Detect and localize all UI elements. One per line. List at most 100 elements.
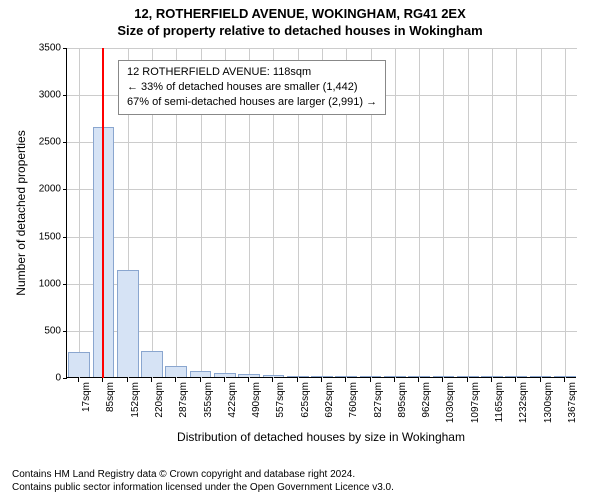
info-box-line: 67% of semi-detached houses are larger (… — [127, 95, 377, 110]
xtick-mark — [540, 378, 541, 382]
xtick-label: 422sqm — [227, 382, 238, 418]
xtick-label: 1097sqm — [470, 382, 481, 423]
xtick-label: 220sqm — [154, 382, 165, 418]
xtick-mark — [491, 378, 492, 382]
histogram-bar — [554, 376, 576, 377]
xtick-mark — [442, 378, 443, 382]
ytick-mark — [63, 95, 67, 96]
xtick-label: 17sqm — [81, 382, 92, 412]
histogram-bar — [68, 352, 90, 377]
ytick-label: 1500 — [39, 231, 61, 242]
histogram-bar — [263, 375, 285, 377]
gridline-vertical — [516, 48, 517, 378]
histogram-bar — [117, 270, 139, 377]
xtick-label: 355sqm — [203, 382, 214, 418]
xtick-mark — [248, 378, 249, 382]
xtick-label: 1232sqm — [518, 382, 529, 423]
histogram-bar — [141, 351, 163, 377]
histogram-bar — [433, 376, 455, 377]
gridline-vertical — [419, 48, 420, 378]
histogram-bar — [165, 366, 187, 377]
xtick-mark — [394, 378, 395, 382]
xtick-label: 692sqm — [324, 382, 335, 418]
info-box: 12 ROTHERFIELD AVENUE: 118sqm ← 33% of d… — [118, 60, 386, 115]
gridline-vertical — [492, 48, 493, 378]
ytick-mark — [63, 48, 67, 49]
x-axis-label: Distribution of detached houses by size … — [66, 430, 576, 444]
xtick-mark — [78, 378, 79, 382]
xtick-mark — [467, 378, 468, 382]
histogram-bar — [238, 374, 260, 377]
xtick-label: 490sqm — [251, 382, 262, 418]
footer-line: Contains HM Land Registry data © Crown c… — [12, 468, 394, 481]
xtick-mark — [297, 378, 298, 382]
ytick-label: 3500 — [39, 43, 61, 54]
xtick-label: 1165sqm — [494, 382, 505, 422]
ytick-label: 0 — [55, 373, 61, 384]
histogram-bar — [190, 371, 212, 377]
xtick-label: 1300sqm — [543, 382, 554, 423]
xtick-label: 152sqm — [130, 382, 141, 418]
property-marker-line — [102, 48, 104, 378]
xtick-label: 287sqm — [178, 382, 189, 418]
info-box-line: ← 33% of detached houses are smaller (1,… — [127, 80, 377, 95]
xtick-mark — [564, 378, 565, 382]
histogram-bar — [530, 376, 552, 377]
ytick-mark — [63, 284, 67, 285]
xtick-label: 1030sqm — [445, 382, 456, 423]
ytick-label: 1000 — [39, 278, 61, 289]
xtick-label: 827sqm — [373, 382, 384, 418]
histogram-bar — [360, 376, 382, 377]
histogram-bar — [384, 376, 406, 377]
xtick-mark — [175, 378, 176, 382]
xtick-mark — [370, 378, 371, 382]
xtick-mark — [200, 378, 201, 382]
gridline-vertical — [443, 48, 444, 378]
ytick-mark — [63, 237, 67, 238]
xtick-label: 1367sqm — [567, 382, 578, 423]
ytick-label: 2500 — [39, 137, 61, 148]
chart-area: 0500100015002000250030003500 Number of d… — [66, 48, 576, 414]
xtick-mark — [127, 378, 128, 382]
histogram-bar — [311, 376, 333, 377]
xtick-mark — [272, 378, 273, 382]
footer-attribution: Contains HM Land Registry data © Crown c… — [12, 468, 394, 494]
xtick-mark — [224, 378, 225, 382]
ytick-mark — [63, 331, 67, 332]
info-box-line: 12 ROTHERFIELD AVENUE: 118sqm — [127, 65, 377, 80]
xtick-mark — [515, 378, 516, 382]
xtick-label: 895sqm — [397, 382, 408, 418]
ytick-mark — [63, 378, 67, 379]
xtick-label: 85sqm — [105, 382, 116, 412]
xtick-mark — [321, 378, 322, 382]
xtick-label: 760sqm — [348, 382, 359, 418]
footer-line: Contains public sector information licen… — [12, 481, 394, 494]
histogram-bar — [481, 376, 503, 377]
histogram-bar — [408, 376, 430, 377]
gridline-vertical — [541, 48, 542, 378]
histogram-bar — [214, 373, 236, 377]
chart-title-main: 12, ROTHERFIELD AVENUE, WOKINGHAM, RG41 … — [0, 0, 600, 21]
xtick-mark — [345, 378, 346, 382]
ytick-label: 2000 — [39, 184, 61, 195]
ytick-mark — [63, 189, 67, 190]
xtick-label: 962sqm — [421, 382, 432, 418]
histogram-bar — [335, 376, 357, 377]
xtick-mark — [151, 378, 152, 382]
gridline-vertical — [395, 48, 396, 378]
gridline-vertical — [565, 48, 566, 378]
chart-title-sub: Size of property relative to detached ho… — [0, 21, 600, 42]
ytick-label: 3000 — [39, 90, 61, 101]
y-axis-label: Number of detached properties — [14, 130, 28, 295]
xtick-mark — [418, 378, 419, 382]
gridline-vertical — [79, 48, 80, 378]
ytick-label: 500 — [44, 325, 61, 336]
xtick-label: 557sqm — [275, 382, 286, 418]
xtick-mark — [102, 378, 103, 382]
histogram-bar — [457, 376, 479, 377]
gridline-vertical — [468, 48, 469, 378]
xtick-label: 625sqm — [300, 382, 311, 418]
ytick-mark — [63, 142, 67, 143]
histogram-bar — [287, 376, 309, 377]
histogram-bar — [505, 376, 527, 377]
